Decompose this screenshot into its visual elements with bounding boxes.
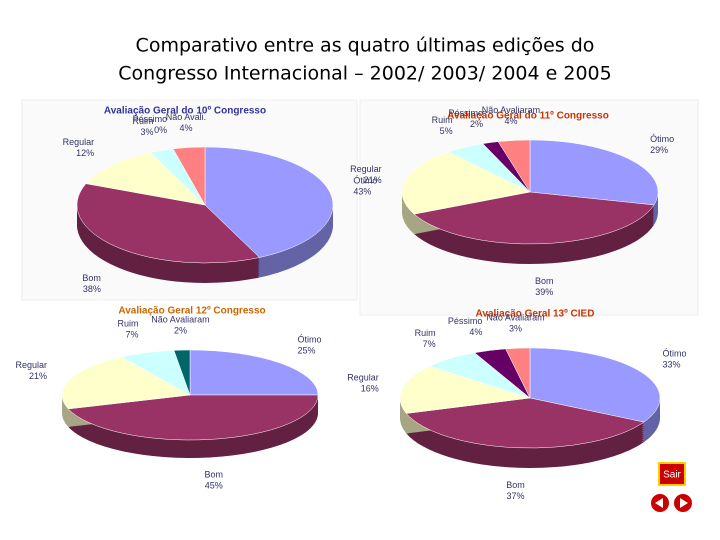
slice [505, 347, 531, 399]
chart-title: Avaliação Geral do 11º Congresso [447, 111, 609, 122]
slice-value-label: 5% [440, 126, 453, 136]
slice-label: Péssimo [133, 114, 168, 124]
slide-title-line: Congresso Internacional – 2002/ 2003/ 20… [118, 63, 611, 85]
slice-label: Ótimo [297, 335, 321, 345]
slice-value-label: 3% [140, 127, 153, 137]
next-arrow[interactable] [680, 498, 688, 508]
slice-value-label: 4% [179, 123, 192, 133]
slice-label: Não Avali. [166, 112, 206, 122]
chart-title: Avaliação Geral 12º Congresso [118, 306, 265, 317]
charts: Avaliação Geral do 10º CongressoÓtimo43%… [15, 105, 686, 501]
next-button[interactable] [674, 494, 692, 512]
slice [405, 397, 645, 449]
slice-value-label: 12% [76, 148, 94, 158]
slice-value-label: 29% [650, 145, 668, 155]
slice-value-label: 43% [353, 186, 371, 196]
slice-value-label: 3% [509, 324, 522, 334]
exit-button-label[interactable]: Sair [663, 470, 681, 481]
slice-label: Bom [82, 273, 101, 283]
slice-label: Regular [63, 137, 95, 147]
slice-label: Ruim [415, 328, 436, 338]
slice-label: Ruim [117, 318, 138, 328]
chart-title: Avaliação Geral do 10º Congresso [104, 106, 266, 117]
prev-button[interactable] [651, 494, 669, 512]
pie-tops [401, 139, 659, 245]
slice [189, 349, 319, 396]
slice-label: Não Avaliaram [482, 105, 540, 115]
slice-value-label: 2% [470, 119, 483, 129]
slice-label: Péssimo [449, 108, 484, 118]
slice-value-label: 33% [663, 360, 681, 370]
slice-value-label: 39% [535, 287, 553, 297]
slice [529, 347, 661, 423]
slice-label: Bom [205, 470, 224, 480]
exit-button[interactable]: Sair [658, 462, 686, 486]
prev-arrow[interactable] [655, 498, 663, 508]
slice-value-label: 25% [297, 346, 315, 356]
slice-value-label: 21% [364, 175, 382, 185]
pie-tops [399, 347, 661, 449]
slice-label: Bom [506, 480, 525, 490]
slice [173, 349, 191, 396]
slice-label: Ótimo [650, 134, 674, 144]
slice-value-label: 2% [174, 326, 187, 336]
slice-label: Não Avaliaram [151, 315, 209, 325]
slice-value-label: 7% [423, 339, 436, 349]
slice-value-label: 38% [83, 284, 101, 294]
slice-label: Não Avaliaram [486, 313, 544, 323]
slide-title-line: Comparativo entre as quatro últimas ediç… [136, 35, 595, 57]
slice-value-label: 16% [361, 384, 379, 394]
slice [401, 151, 531, 215]
slice [204, 146, 334, 258]
slice-value-label: 4% [504, 116, 517, 126]
slice-value-label: 21% [29, 371, 47, 381]
slice [85, 152, 206, 206]
slice-value-label: 4% [469, 327, 482, 337]
slice [76, 183, 261, 264]
slice [67, 394, 319, 441]
chart-title: Avaliação Geral 13º CIED [476, 309, 595, 320]
pie-tops [76, 146, 334, 264]
slice [172, 146, 206, 206]
slice-label: Regular [350, 164, 382, 174]
slice-label: Péssimo [448, 316, 483, 326]
slice-label: Ruim [432, 115, 453, 125]
slice [413, 191, 655, 245]
slice [529, 139, 659, 206]
slice-label: Regular [347, 373, 379, 383]
slice [497, 139, 531, 193]
slice [61, 356, 191, 410]
slice-label: Ruim [132, 116, 153, 126]
slice [399, 365, 531, 414]
slice-label: Ótimo [353, 175, 377, 185]
slice-value-label: 7% [125, 329, 138, 339]
slice-value-label: 37% [506, 491, 524, 501]
slice-label: Regular [15, 360, 47, 370]
pie-chart: Avaliação Geral do 10º Congresso Ótimo43%… [63, 106, 378, 295]
pie-chart: Avaliação Geral do 11º CongressoÓtimo29%… [350, 105, 674, 297]
pie-tops [61, 349, 319, 441]
slice-value-label: 0% [154, 125, 167, 135]
slice-value-label: 45% [205, 481, 223, 491]
exit-button-box[interactable] [658, 462, 686, 486]
slice-label: Bom [535, 276, 554, 286]
slice-label: Ótimo [663, 349, 687, 359]
